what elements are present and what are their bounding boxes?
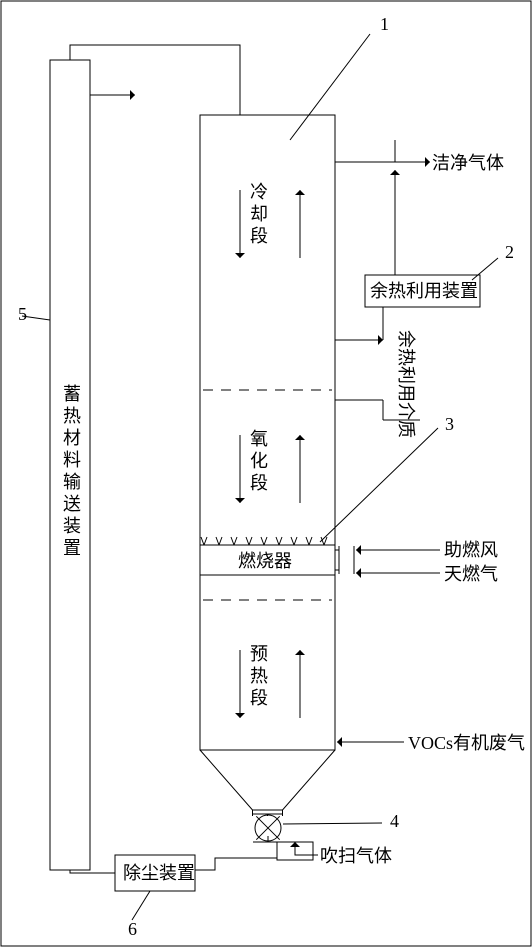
callout-3: 3 [445,414,454,434]
label-clean-gas: 洁净气体 [432,153,504,173]
svg-text:输: 输 [63,472,81,492]
svg-text:段: 段 [250,473,268,493]
svg-text:材: 材 [63,428,81,448]
svg-text:化: 化 [250,451,268,471]
callout-4: 4 [390,811,399,831]
svg-text:预: 预 [250,644,268,664]
callout-5: 5 [18,304,27,324]
svg-text:却: 却 [250,204,268,224]
svg-text:冷: 冷 [250,182,268,202]
label-comb-air: 助燃风 [444,540,498,560]
svg-text:氧: 氧 [250,429,268,449]
callout-2: 2 [505,242,514,262]
svg-text:装: 装 [63,516,81,536]
label-purge: 吹扫气体 [320,846,392,866]
svg-text:送: 送 [63,494,81,514]
svg-text:置: 置 [63,538,81,558]
callout-1: 1 [380,14,389,34]
burner-label: 燃烧器 [238,551,292,571]
svg-text:蓄: 蓄 [63,384,81,404]
svg-text:热: 热 [63,406,81,426]
svg-text:段: 段 [250,688,268,708]
deduster-label: 除尘装置 [123,863,195,883]
svg-text:热: 热 [250,666,268,686]
svg-text:余热利用介质: 余热利用介质 [396,330,416,438]
label-vocs: VOCs有机废气 [408,733,525,753]
callout-6: 6 [128,919,137,939]
label-nat-gas: 天燃气 [444,564,498,584]
svg-text:段: 段 [250,226,268,246]
heat-recovery-label: 余热利用装置 [370,281,478,301]
svg-text:料: 料 [63,450,81,470]
